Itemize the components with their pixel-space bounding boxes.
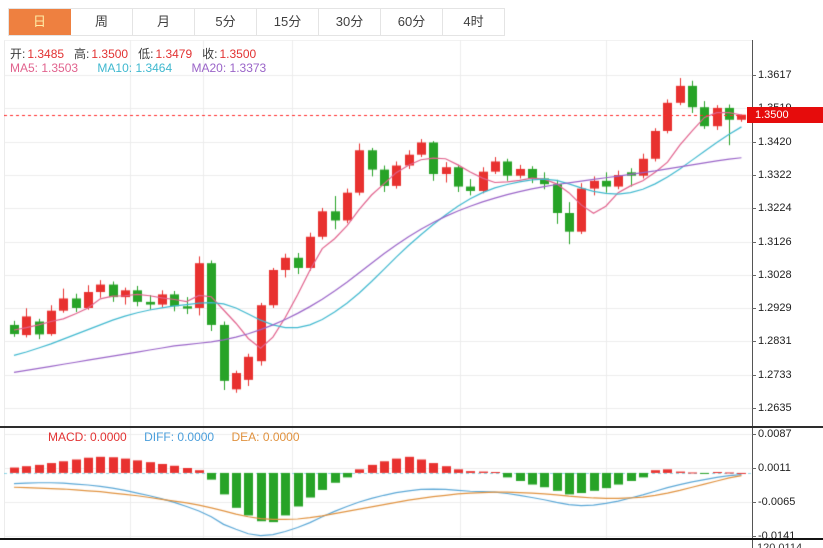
low-value: 1.3479 bbox=[155, 47, 193, 61]
close-label: 收: bbox=[202, 47, 218, 61]
macd-chart-canvas[interactable] bbox=[4, 428, 752, 538]
ma10-value: 1.3464 bbox=[135, 61, 173, 75]
price-axis-tick-label: 1.3617 bbox=[758, 69, 792, 81]
high-value: 1.3500 bbox=[91, 47, 129, 61]
ma10-label: MA10: bbox=[97, 61, 133, 75]
diff-label: DIFF: bbox=[144, 430, 175, 444]
macd-axis-tick-label: -0.0141 bbox=[758, 530, 796, 542]
macd-label: MACD: bbox=[48, 430, 87, 444]
diff-value: 0.0000 bbox=[177, 430, 215, 444]
ma5-value: 1.3503 bbox=[41, 61, 79, 75]
price-axis-line bbox=[752, 40, 753, 548]
tab-month[interactable]: 月 bbox=[133, 9, 195, 35]
open-value: 1.3485 bbox=[27, 47, 65, 61]
macd-axis-tick-label: 0.0087 bbox=[758, 428, 792, 440]
macd-value: 0.0000 bbox=[90, 430, 127, 444]
price-axis-tick-label: 1.2831 bbox=[758, 335, 792, 348]
price-axis-tick-label: 1.3420 bbox=[758, 135, 792, 148]
axis-tick-mark bbox=[752, 434, 756, 435]
ma20-value: 1.3373 bbox=[229, 61, 267, 75]
axis-tick-mark bbox=[752, 175, 756, 176]
price-axis-tick-label: 1.3322 bbox=[758, 168, 792, 181]
tab-week[interactable]: 周 bbox=[71, 9, 133, 35]
panel-divider-main-macd bbox=[0, 426, 823, 428]
ma20-label: MA20: bbox=[191, 61, 227, 75]
axis-tick-mark bbox=[752, 275, 756, 276]
timeframe-tabbar: 日周月 5分 15分 30分 60分 4时 bbox=[8, 8, 505, 36]
ma-readout: MA5: 1.3503 MA10: 1.3464 MA20: 1.3373 bbox=[10, 61, 282, 75]
price-axis-tick-label: 1.2733 bbox=[758, 368, 792, 381]
axis-tick-mark bbox=[752, 208, 756, 209]
dea-value: 0.0000 bbox=[262, 430, 300, 444]
price-axis-tick-label: 1.2635 bbox=[758, 402, 792, 414]
price-axis-tick-label: 1.3224 bbox=[758, 202, 792, 215]
price-axis-tick-label: 1.2929 bbox=[758, 302, 792, 315]
macd-readout: MACD: 0.0000 DIFF: 0.0000 DEA: 0.0000 bbox=[48, 430, 314, 444]
candlestick-chart-canvas[interactable] bbox=[4, 40, 752, 427]
axis-tick-mark bbox=[752, 408, 756, 409]
tab-4hour[interactable]: 4时 bbox=[443, 9, 504, 35]
tab-5min[interactable]: 5分 bbox=[195, 9, 257, 35]
open-label: 开: bbox=[10, 47, 26, 61]
axis-tick-mark bbox=[752, 242, 756, 243]
price-axis-tick-label: 1.3126 bbox=[758, 235, 792, 248]
close-value: 1.3500 bbox=[219, 47, 257, 61]
ma5-label: MA5: bbox=[10, 61, 39, 75]
axis-tick-mark bbox=[752, 308, 756, 309]
axis-tick-mark bbox=[752, 502, 756, 503]
tab-60min[interactable]: 60分 bbox=[381, 9, 443, 35]
axis-tick-mark bbox=[752, 341, 756, 342]
tab-30min[interactable]: 30分 bbox=[319, 9, 381, 35]
dea-label: DEA: bbox=[231, 430, 260, 444]
ohlc-readout: 开: 1.3485 高: 1.3500 低: 1.3479 收: 1.3500 bbox=[10, 45, 266, 62]
panel-divider-bottom bbox=[0, 538, 823, 540]
tab-15min[interactable]: 15分 bbox=[257, 9, 319, 35]
axis-tick-mark bbox=[752, 375, 756, 376]
last-price-tag: 1.3500 bbox=[747, 107, 823, 123]
axis-tick-mark bbox=[752, 536, 756, 537]
axis-tick-mark bbox=[752, 75, 756, 76]
low-label: 低: bbox=[138, 47, 154, 61]
axis-tick-mark bbox=[752, 142, 756, 143]
macd-axis-tick-label: 0.0011 bbox=[758, 462, 791, 474]
axis-tick-mark bbox=[752, 468, 756, 469]
macd-axis-tick-label: -0.0065 bbox=[758, 496, 796, 508]
price-axis-tick-label: 1.3028 bbox=[758, 268, 792, 281]
next-panel-axis-label-partial: 120.0114 bbox=[757, 542, 803, 548]
high-label: 高: bbox=[74, 47, 90, 61]
tab-day[interactable]: 日 bbox=[9, 9, 71, 35]
